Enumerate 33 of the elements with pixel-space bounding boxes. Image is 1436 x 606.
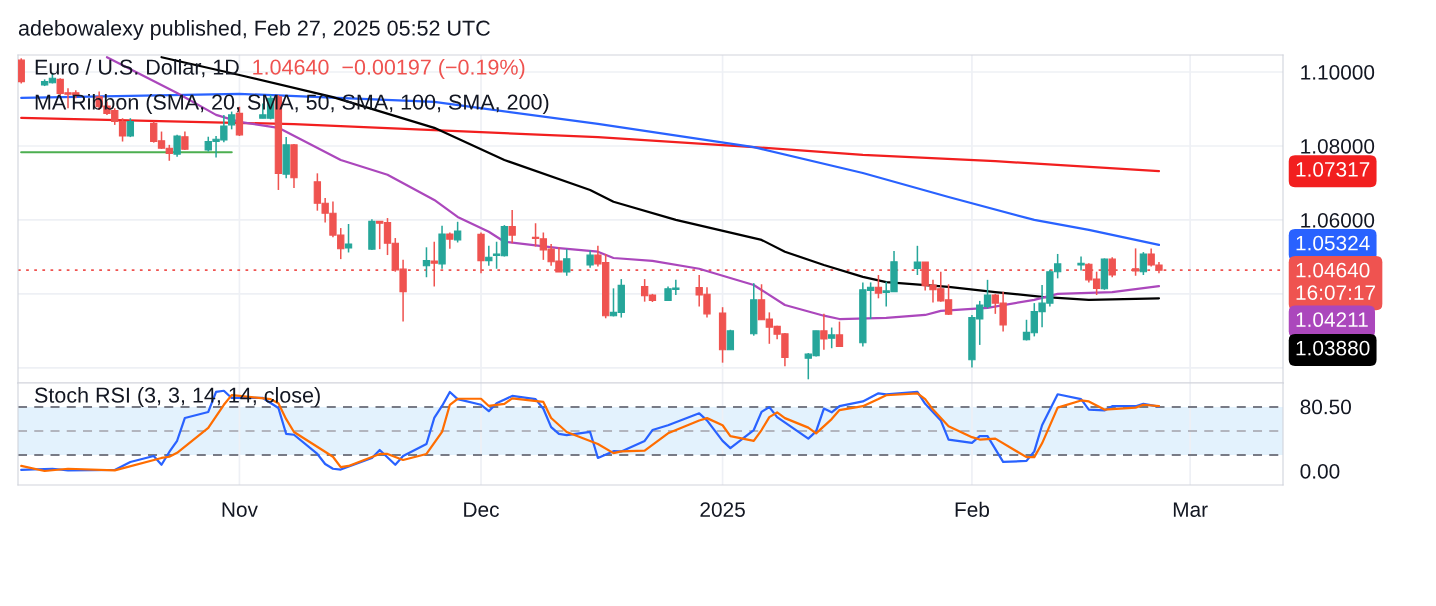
candlestick bbox=[453, 221, 462, 244]
candlestick bbox=[508, 209, 516, 244]
chart-title: adebowalexy published, Feb 27, 2025 05:52 UTC bbox=[18, 19, 490, 41]
text: 1.04211 bbox=[1296, 312, 1368, 328]
line-series bbox=[20, 116, 1161, 173]
candlestick bbox=[1077, 255, 1085, 272]
text: 1.03880 bbox=[1296, 340, 1370, 356]
x-tick-label: Mar bbox=[1173, 502, 1208, 517]
candlestick bbox=[18, 57, 25, 85]
text: 1.07317 bbox=[1296, 162, 1370, 177]
candlestick bbox=[820, 313, 828, 351]
y-tick-label: 1.08000 bbox=[1301, 138, 1375, 154]
candlestick bbox=[563, 248, 571, 277]
x-tick-label: Nov bbox=[222, 502, 258, 517]
candlestick bbox=[1139, 251, 1148, 276]
candlestick bbox=[874, 274, 883, 300]
line-series bbox=[20, 92, 1161, 247]
x-tick-label: Dec bbox=[464, 502, 499, 517]
text: 1.05324 bbox=[1296, 235, 1370, 251]
candlestick bbox=[422, 246, 431, 279]
candlestick bbox=[344, 223, 353, 254]
y-tick-label: 80.50 bbox=[1300, 399, 1351, 415]
y-tick-label: 1.06000 bbox=[1301, 212, 1375, 228]
candlestick bbox=[913, 245, 922, 276]
x-tick-label: Feb bbox=[955, 501, 990, 517]
candlestick bbox=[485, 245, 493, 267]
x-tick-label: 2025 bbox=[700, 502, 745, 517]
y-tick-label: 0.00 bbox=[1300, 464, 1340, 479]
candlestick bbox=[835, 320, 844, 348]
y-tick-label: 1.10000 bbox=[1301, 65, 1375, 80]
candlestick bbox=[828, 326, 836, 350]
annotation: 1.04640 −0.00197 (−0.19%) bbox=[253, 58, 525, 80]
ref-line-label: 1.04640 16:07:17 bbox=[1296, 262, 1376, 300]
